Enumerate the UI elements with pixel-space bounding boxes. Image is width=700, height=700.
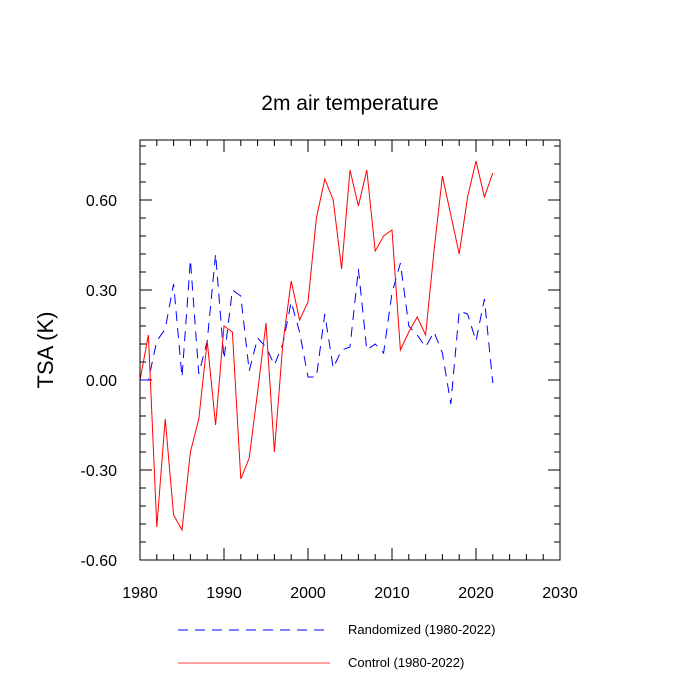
series-line-control [139, 160, 494, 532]
axis-ticks [139, 140, 561, 561]
axis-tick-labels: 1980 1990 2000 2010 2020 2030 -0.60 -0.30 0.00 0.… [81, 193, 578, 602]
series-layer [139, 160, 494, 532]
y-tick-label: 0.60 [86, 193, 117, 210]
x-tick-label: 1980 [122, 585, 158, 602]
legend: Randomized (1980-2022) Control (1980-202… [178, 622, 495, 670]
y-tick-label: 0.30 [86, 283, 117, 300]
x-tick-label: 2010 [374, 585, 410, 602]
x-tick-label: 2030 [542, 585, 578, 602]
y-tick-label: -0.30 [81, 463, 118, 480]
legend-label-control: Control (1980-2022) [348, 655, 464, 670]
series-line-randomized [140, 253, 494, 405]
x-tick-label: 2020 [458, 585, 494, 602]
legend-label-randomized: Randomized (1980-2022) [348, 622, 495, 637]
plot-frame [139, 139, 561, 561]
x-tick-label: 2000 [290, 585, 326, 602]
chart-title: 2m air temperature [261, 92, 438, 115]
y-tick-label: -0.60 [81, 553, 118, 570]
y-tick-label: 0.00 [86, 373, 117, 390]
y-axis-label: TSA (K) [33, 311, 58, 388]
x-tick-label: 1990 [206, 585, 242, 602]
